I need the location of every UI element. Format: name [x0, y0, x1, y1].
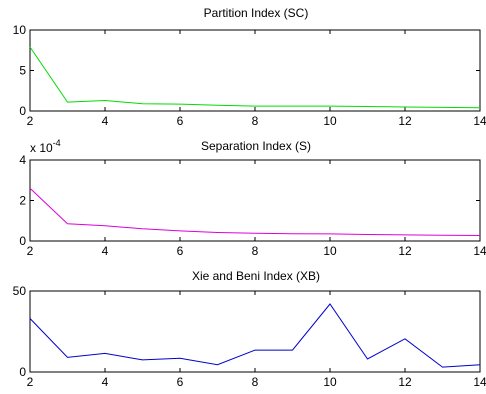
scale-exponent: -4: [53, 138, 61, 148]
y-ticks: 0 2 4: [19, 153, 480, 248]
series-group: [29, 187, 481, 236]
x-ticks: 2 4 6 8 10 12 14: [27, 291, 486, 389]
y-tick-label: 0: [19, 104, 26, 118]
y-tick-label: 0: [19, 234, 26, 248]
series-group: [29, 46, 481, 109]
chart-title: Partition Index (SC): [204, 6, 309, 20]
x-tick-label: 10: [323, 375, 337, 389]
x-tick-label: 4: [102, 375, 109, 389]
panel-partition-index: Partition Index (SC) 0 5 10 2 4 6 8 10 12 14: [13, 6, 486, 128]
y-ticks: 0 50: [13, 284, 480, 379]
chart-title: Xie and Beni Index (XB): [192, 269, 320, 283]
plot-area: [29, 29, 481, 112]
x-tick-label: 14: [473, 244, 486, 258]
chart-title: Separation Index (S): [201, 139, 311, 153]
x-tick-label: 10: [323, 244, 337, 258]
x-tick-label: 12: [398, 244, 412, 258]
x-tick-label: 2: [27, 114, 34, 128]
x-ticks: 2 4 6 8 10 12 14: [27, 30, 486, 128]
y-tick-label: 0: [19, 365, 26, 379]
panel-separation-index: Separation Index (S) x 10-4 024 2 4 6 8 10 12…: [19, 138, 486, 258]
series-line: [29, 46, 481, 109]
x-tick-label: 14: [473, 114, 486, 128]
x-tick-label: 8: [252, 114, 259, 128]
x-tick-label: 6: [177, 114, 184, 128]
y-tick-label: 2: [19, 194, 26, 208]
x-tick-label: 4: [102, 244, 109, 258]
plot-area: [29, 290, 481, 373]
y-tick-label: 5: [19, 64, 26, 78]
y-tick-label: 10: [13, 23, 27, 37]
plot-area: [29, 159, 481, 242]
x-tick-label: 14: [473, 375, 486, 389]
x-tick-label: 12: [398, 375, 412, 389]
x-tick-label: 4: [102, 114, 109, 128]
x-tick-label: 6: [177, 375, 184, 389]
scale-multiplier: x 10-4: [30, 138, 61, 155]
x-tick-label: 2: [27, 244, 34, 258]
series-line: [29, 187, 481, 236]
x-tick-label: 8: [252, 375, 259, 389]
y-ticks: 0 5 10: [13, 23, 480, 118]
y-tick-label: 4: [19, 153, 26, 167]
x-tick-label: 6: [177, 244, 184, 258]
x-tick-label: 12: [398, 114, 412, 128]
series-line: [29, 303, 481, 368]
x-tick-label: 2: [27, 375, 34, 389]
scale-base: x 10: [30, 141, 53, 155]
panel-xie-beni-index: Xie and Beni Index (XB) 0 50 2 4 6 8 10 12 14: [13, 269, 486, 389]
series-group: [29, 303, 481, 368]
x-ticks: 2 4 6 8 10 12 14: [27, 160, 486, 258]
x-tick-label: 8: [252, 244, 259, 258]
y-tick-label: 50: [13, 284, 27, 298]
x-tick-label: 10: [323, 114, 337, 128]
